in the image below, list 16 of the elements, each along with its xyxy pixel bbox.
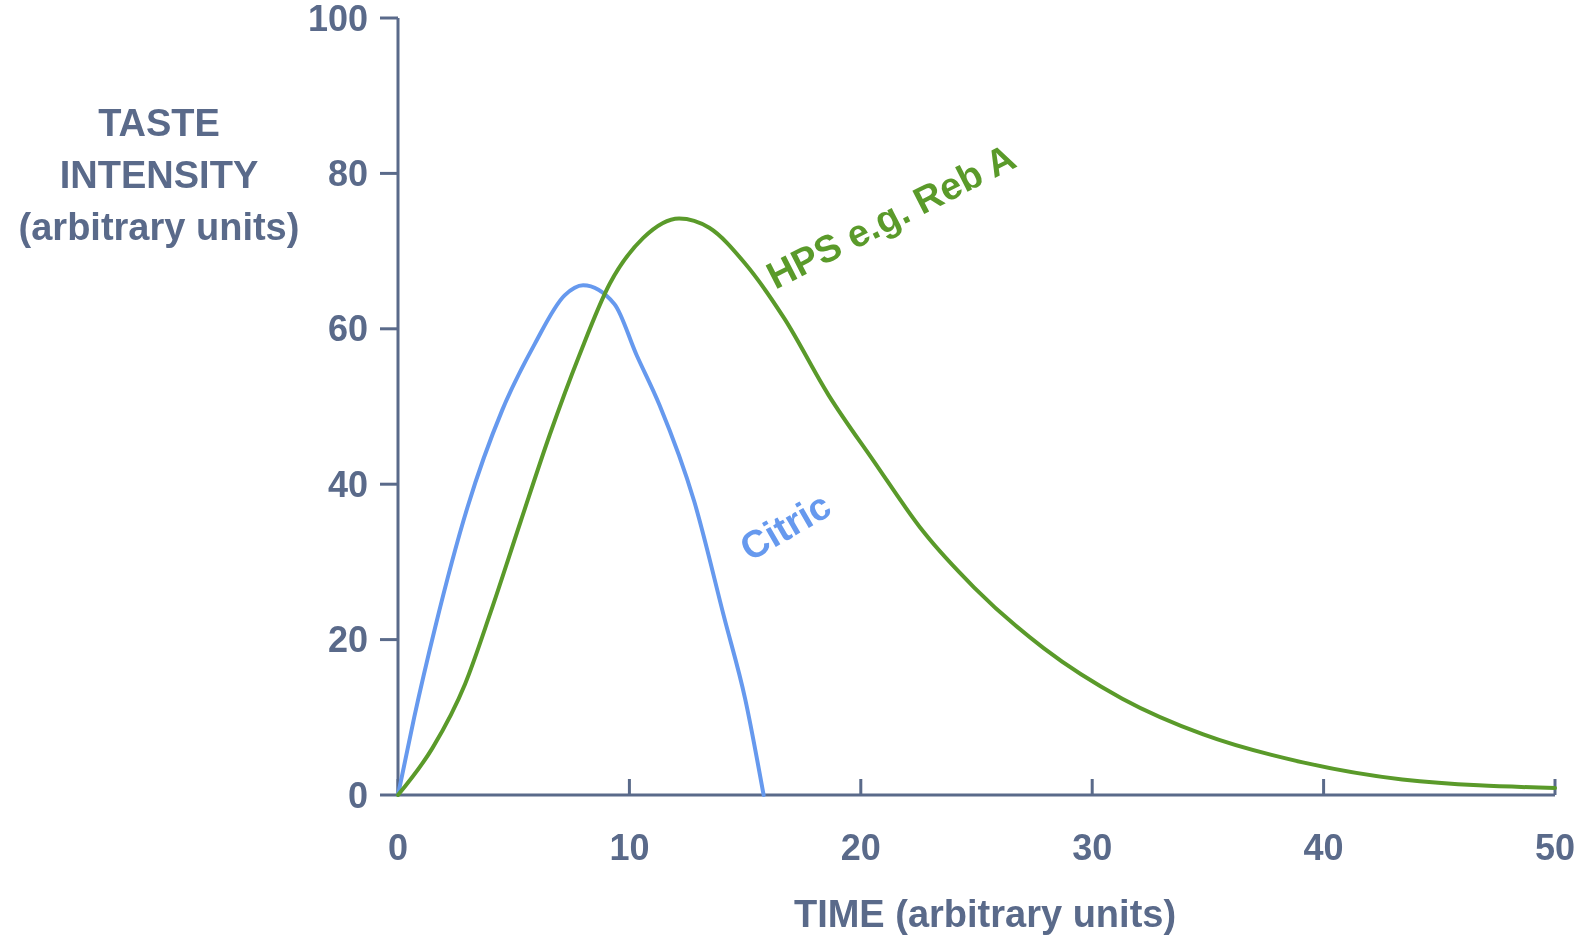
y-tick-label: 40 bbox=[327, 463, 368, 505]
y-tick-label: 20 bbox=[327, 619, 368, 661]
x-tick-label: 10 bbox=[609, 827, 650, 868]
y-tick-label: 100 bbox=[307, 0, 368, 39]
y-tick-label: 0 bbox=[347, 774, 368, 816]
text: HPS e.g. Reb A bbox=[759, 135, 1023, 298]
x-tick-label: 20 bbox=[840, 827, 881, 868]
x-tick-label: 30 bbox=[1072, 827, 1113, 868]
x-tick-label: 40 bbox=[1303, 827, 1344, 868]
y-tick-label: 60 bbox=[327, 308, 368, 350]
text: Citric bbox=[732, 483, 838, 569]
x-axis-title: TIME (arbitrary units) bbox=[793, 893, 1177, 935]
x-tick-label: 50 bbox=[1534, 827, 1576, 868]
y-axis-title: TASTE INTENSITY (arbitrary units) bbox=[18, 102, 300, 248]
y-tick-label: 80 bbox=[327, 153, 368, 194]
x-tick-label: 0 bbox=[387, 827, 409, 868]
